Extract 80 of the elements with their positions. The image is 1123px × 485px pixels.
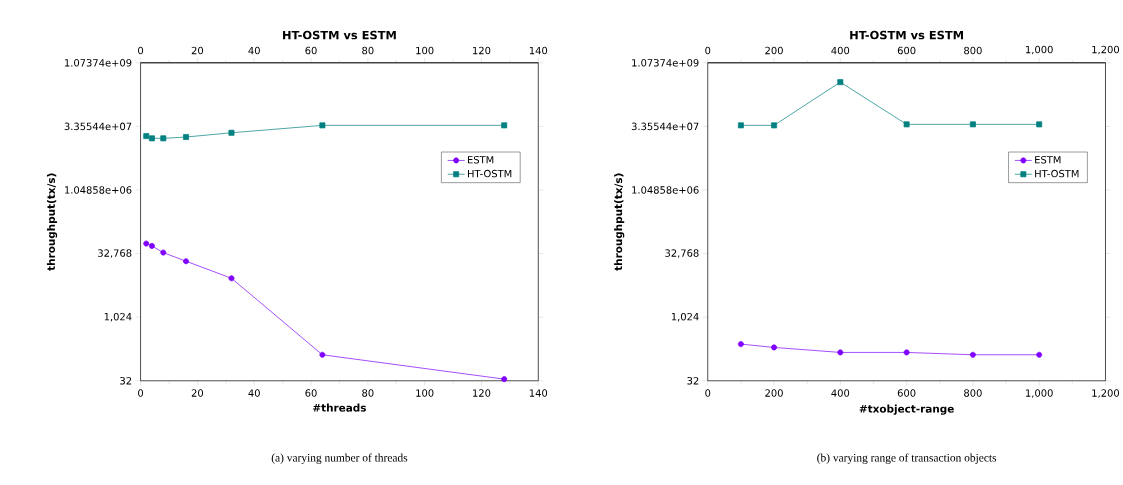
point <box>143 132 150 139</box>
point <box>148 135 155 142</box>
point <box>837 78 844 85</box>
x2-tick-label: 600 <box>897 46 916 55</box>
point <box>160 135 167 142</box>
x-tick-label: 40 <box>248 389 260 397</box>
point <box>501 122 508 129</box>
x-tick-label: 1,000 <box>1026 389 1053 398</box>
point <box>1036 121 1043 128</box>
x2-tick-label: 20 <box>191 46 204 55</box>
point <box>501 375 508 382</box>
y-tick-label: 32,768 <box>98 249 132 258</box>
y-tick-label: 32 <box>120 376 132 385</box>
point <box>903 121 910 128</box>
point <box>737 340 744 347</box>
point <box>1036 351 1043 358</box>
x2-tick-label: 100 <box>416 46 434 55</box>
x2-tick-label: 400 <box>831 46 850 55</box>
legend-label: HT-OSTM <box>1035 169 1079 178</box>
x-tick-label: 100 <box>416 389 434 397</box>
x-axis-title: #txobject-range <box>859 404 954 415</box>
y-tick-label: 1,024 <box>104 312 132 322</box>
x2-tick-label: 80 <box>362 46 374 55</box>
x-tick-label: 80 <box>362 389 374 397</box>
x2-tick-label: 40 <box>248 46 260 55</box>
y-tick-label: 1.07374e+09 <box>632 58 699 67</box>
point <box>319 122 326 129</box>
x2-tick-label: 0 <box>705 46 711 55</box>
chart-title: HT-OSTM vs ESTM <box>283 30 396 40</box>
x-tick-label: 600 <box>897 389 916 397</box>
point <box>969 121 976 128</box>
y-axis-title: throughput(tx/s) <box>46 173 58 271</box>
x-tick-label: 140 <box>529 389 548 397</box>
x-tick-label: 0 <box>705 389 711 397</box>
point <box>228 275 235 281</box>
point <box>183 258 189 264</box>
x-tick-label: 20 <box>191 389 204 397</box>
x-tick-label: 200 <box>765 389 783 397</box>
y-axis-title: throughput(tx/s) <box>614 173 625 271</box>
chart-title: HT-OSTM vs ESTM <box>850 30 963 40</box>
x-axis-title: #threads <box>313 403 366 412</box>
y-tick-label: 1.04858e+06 <box>65 186 132 194</box>
x-tick-label: 0 <box>138 389 144 397</box>
x-tick-label: 120 <box>473 389 491 397</box>
x-tick-label: 400 <box>831 389 850 397</box>
point <box>771 344 777 351</box>
text: (a) varying number of threads <box>271 453 408 464</box>
x-tick-label: 60 <box>305 389 317 397</box>
x2-tick-label: 120 <box>473 46 491 55</box>
point <box>837 349 844 356</box>
y-tick-label: 1.04858e+06 <box>632 186 699 194</box>
legend-label: ESTM <box>1035 155 1061 164</box>
x2-tick-label: 60 <box>305 46 317 55</box>
text: (b) varying range of transaction objects <box>817 453 997 464</box>
point <box>228 129 235 136</box>
x2-tick-label: 1,200 <box>1092 45 1120 55</box>
y-tick-label: 32,768 <box>665 249 699 258</box>
point <box>183 133 189 140</box>
point <box>143 240 150 247</box>
x2-tick-label: 1,000 <box>1026 45 1053 55</box>
x-tick-label: 800 <box>964 389 982 397</box>
point <box>319 351 326 358</box>
point <box>160 249 167 256</box>
point <box>737 122 744 129</box>
y-tick-label: 3.35544e+07 <box>64 122 132 130</box>
y-tick-label: 1.07374e+09 <box>65 58 132 67</box>
x2-tick-label: 200 <box>765 46 783 55</box>
point <box>771 122 777 129</box>
y-tick-label: 32 <box>687 376 699 385</box>
legend-label: HT-OSTM <box>467 169 512 178</box>
point <box>969 351 976 358</box>
point <box>903 349 910 356</box>
x2-tick-label: 800 <box>964 46 982 55</box>
legend-label: ESTM <box>467 155 494 164</box>
y-tick-label: 3.35544e+07 <box>631 122 699 130</box>
point <box>148 242 155 249</box>
x2-tick-label: 0 <box>138 46 144 55</box>
x2-tick-label: 140 <box>529 46 548 55</box>
x-tick-label: 1,200 <box>1092 389 1120 398</box>
y-tick-label: 1,024 <box>671 312 699 322</box>
